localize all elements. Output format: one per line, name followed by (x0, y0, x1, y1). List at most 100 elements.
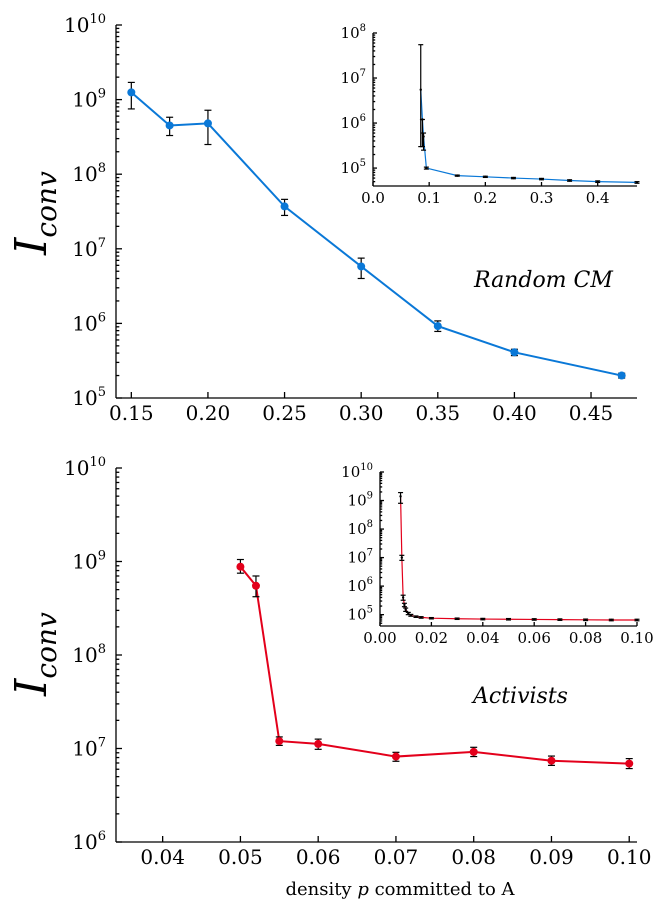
data-point (203, 119, 212, 128)
data-point (456, 174, 459, 177)
x-tick-label: 0.08 (569, 629, 602, 647)
y-tick-label: 105 (72, 385, 106, 410)
y-tick-label: 107 (72, 736, 106, 761)
data-point (127, 88, 136, 97)
y-tick-label: 105 (341, 158, 366, 177)
x-tick-label: 0.3 (530, 189, 554, 207)
top-inset-panel: 0.0 0.1 0.2 0.3 0.4 105 106 107 108 (341, 23, 640, 207)
data-point (357, 262, 366, 271)
data-point (391, 752, 400, 761)
data-point (617, 371, 626, 380)
data-point (484, 175, 487, 179)
bottom-annotation-activists: Activists (471, 684, 568, 709)
x-tick-label: 0.20 (186, 401, 231, 425)
x-tick-label: 0.04 (466, 629, 499, 647)
data-point (425, 166, 428, 170)
x-tick-label: 0.07 (374, 845, 419, 869)
data-point (635, 181, 639, 184)
x-tick-label: 0.4 (586, 189, 610, 207)
data-point (421, 118, 424, 121)
y-tick-label: 1010 (341, 462, 373, 481)
x-tick-label: 0.10 (607, 845, 652, 869)
data-point (510, 348, 519, 357)
y-tick-label: 109 (72, 87, 106, 112)
y-tick-label: 106 (348, 576, 373, 595)
y-tick-label: 108 (348, 519, 373, 538)
y-tick-label: 108 (341, 23, 366, 42)
data-point (507, 618, 510, 621)
data-point (540, 177, 543, 181)
y-tick-label: 105 (348, 605, 373, 624)
data-point (236, 562, 245, 571)
x-tick-label: 0.06 (296, 845, 341, 869)
x-tick-label: 0.1 (417, 189, 441, 207)
y-tick-label: 106 (341, 113, 366, 132)
data-point (625, 759, 634, 768)
data-point (409, 614, 413, 617)
data-point (403, 603, 406, 607)
data-point (568, 179, 571, 182)
data-point (596, 180, 599, 183)
y-tick-label: 1010 (64, 12, 106, 37)
inset-background (373, 33, 637, 186)
data-point (455, 617, 459, 620)
data-point (251, 581, 260, 590)
data-point (512, 176, 515, 180)
data-point (558, 618, 562, 621)
x-tick-label: 0.30 (339, 401, 384, 425)
x-tick-label: 0.40 (492, 401, 537, 425)
x-tick-label: 0.10 (620, 629, 653, 647)
x-tick-label: 0.08 (451, 845, 496, 869)
bottom-y-axis-label: Iconv (6, 612, 63, 697)
top-main-panel: 0.15 0.20 0.25 0.30 0.35 0.40 0.45 105 106 107 108… (64, 12, 637, 425)
data-point (404, 608, 407, 611)
y-tick-label: 109 (72, 549, 106, 574)
series-line (130, 91, 622, 377)
y-tick-label: 108 (72, 161, 106, 186)
x-tick-label: 0.00 (363, 629, 396, 647)
data-point (419, 616, 423, 619)
y-tick-label: 107 (72, 236, 106, 261)
y-tick-label: 106 (72, 310, 106, 335)
inset-background (380, 472, 637, 626)
data-point (399, 495, 402, 498)
data-point (433, 322, 442, 331)
x-tick-label: 0.0 (361, 189, 385, 207)
data-point (469, 747, 478, 756)
top-y-axis-label: Iconv (6, 171, 63, 256)
x-tick-label: 0.45 (569, 401, 614, 425)
y-tick-label: 106 (72, 829, 106, 854)
bottom-main-panel: 0.04 0.05 0.06 0.07 0.08 0.09 0.10 106 107 108 109… (64, 455, 651, 869)
data-point (165, 121, 174, 130)
x-tick-label: 0.2 (473, 189, 497, 207)
x-axis-label: density p committed to A (285, 879, 515, 900)
y-tick-label: 107 (341, 68, 366, 87)
data-point (610, 618, 613, 622)
x-tick-label: 0.04 (140, 845, 185, 869)
data-point (635, 618, 639, 622)
data-point (400, 556, 404, 559)
data-point (275, 737, 284, 746)
data-point (401, 596, 405, 599)
data-point (419, 88, 422, 91)
x-tick-label: 0.06 (517, 629, 550, 647)
data-point (430, 617, 433, 620)
y-tick-label: 109 (348, 491, 373, 510)
x-tick-label: 0.25 (262, 401, 307, 425)
data-point (533, 618, 536, 621)
series-line (239, 566, 630, 765)
data-point (547, 756, 556, 765)
y-tick-label: 1010 (64, 455, 106, 480)
data-point (280, 202, 289, 211)
x-tick-label: 0.09 (529, 845, 574, 869)
top-annotation-random-cm: Random CM (473, 268, 613, 293)
data-point (422, 135, 425, 138)
x-tick-label: 0.05 (218, 845, 263, 869)
x-tick-label: 0.15 (109, 401, 154, 425)
x-tick-label: 0.02 (415, 629, 448, 647)
x-tick-label: 0.35 (416, 401, 461, 425)
y-tick-label: 107 (348, 548, 373, 567)
bottom-inset-panel: 0.00 0.02 0.04 0.06 0.08 0.10 105 106 107 108 109 1… (341, 462, 654, 647)
data-point (414, 615, 418, 618)
